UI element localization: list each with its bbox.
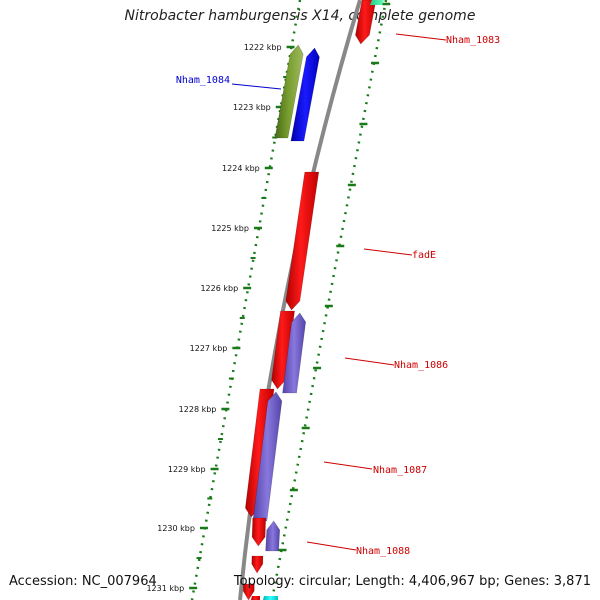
- gene-nham-1083-arrow: [355, 0, 377, 45]
- tick-label: 1224 kbp: [222, 164, 260, 173]
- gene-label-nham-1088: Nham_1088: [356, 546, 410, 557]
- gene-label-nham-1087: Nham_1087: [373, 465, 427, 476]
- tick-label: 1229 kbp: [168, 465, 206, 474]
- gene-label-fade: fadE: [412, 250, 436, 261]
- gene-olive-arrow: [274, 44, 304, 139]
- genome-backbone: [238, 0, 362, 600]
- gene-label-leader: [363, 248, 413, 256]
- tick-label: 1225 kbp: [211, 224, 249, 233]
- gene-label-leader: [344, 357, 395, 366]
- tick-label: 1226 kbp: [200, 284, 238, 293]
- genome-summary-text: Topology: circular; Length: 4,406,967 bp…: [233, 574, 591, 589]
- tick-label: 1228 kbp: [179, 405, 217, 414]
- tick-label: 1230 kbp: [157, 524, 195, 533]
- gene-nham-1084-arrow: [290, 47, 320, 142]
- gene-label-nham-1084: Nham_1084: [176, 75, 230, 86]
- gene-label-leader: [395, 33, 447, 41]
- inner-dotted-ring: [190, 0, 302, 600]
- tick-label: 1227 kbp: [190, 344, 228, 353]
- tick-label: 1223 kbp: [233, 103, 271, 112]
- tick-label: 1222 kbp: [244, 43, 282, 52]
- gene-label-leader: [323, 461, 373, 470]
- gene-nham-1086-arrow: [282, 312, 306, 394]
- gene-red-arrow-a: [271, 310, 295, 390]
- map-title: Nitrobacter hamburgensis X14, complete g…: [124, 8, 476, 24]
- gene-label-nham-1086: Nham_1086: [394, 360, 448, 371]
- gene-red-arrow-c: [251, 517, 267, 547]
- gene-red-arrow-e: [242, 583, 255, 600]
- gene-nham-1088-arrow: [265, 520, 281, 552]
- gene-label-leader: [306, 541, 357, 551]
- gene-cyan-fragment: [263, 596, 278, 600]
- gene-label-leader: [231, 83, 282, 90]
- gene-red-arrow-d: [251, 555, 264, 574]
- gene-fragment-top: [370, 0, 384, 5]
- gene-label-nham-1083: Nham_1083: [446, 35, 500, 46]
- accession-text: Accession: NC_007964: [9, 574, 157, 589]
- outer-dotted-ring: [270, 0, 388, 600]
- gene-red-fragment: [251, 596, 260, 600]
- gene-fade-arrow: [285, 171, 320, 311]
- tick-label: 1231 kbp: [146, 584, 184, 593]
